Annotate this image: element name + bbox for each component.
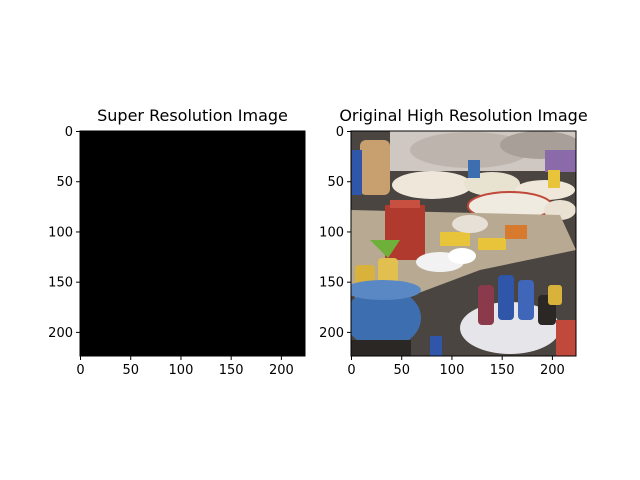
x-tick-label: 0 [347,363,355,378]
y-tick-label: 200 [319,326,344,341]
x-tick-label: 50 [122,363,139,378]
super-resolution-panel: Super Resolution Image 0 50 100 150 200 0 50 1… [48,106,306,378]
original-high-resolution-panel: Original High Resolution Image [319,106,588,378]
x-tick-label: 200 [540,363,565,378]
axes-frame [79,130,306,357]
x-axis-ticks: 0 50 100 150 200 [76,356,294,378]
y-tick-label: 150 [48,276,73,291]
y-tick-label: 200 [48,326,73,341]
x-tick-label: 50 [393,363,410,378]
x-tick-label: 150 [490,363,515,378]
axes-frame [350,130,577,357]
market-photo [351,131,576,356]
y-tick-label: 50 [56,175,73,190]
y-axis-ticks: 0 50 100 150 200 [319,125,351,341]
y-tick-label: 100 [48,225,73,240]
panel-title: Original High Resolution Image [339,106,587,125]
super-resolution-image [80,131,305,356]
x-axis-ticks: 0 50 100 150 200 [347,356,565,378]
x-tick-label: 150 [219,363,244,378]
x-tick-label: 0 [76,363,84,378]
y-tick-label: 150 [319,276,344,291]
x-tick-label: 100 [440,363,465,378]
y-axis-ticks: 0 50 100 150 200 [48,125,80,341]
x-tick-label: 200 [269,363,294,378]
y-tick-label: 100 [319,225,344,240]
panel-title: Super Resolution Image [97,106,288,125]
y-tick-label: 0 [336,125,344,140]
y-tick-label: 0 [65,125,73,140]
y-tick-label: 50 [327,175,344,190]
x-tick-label: 100 [169,363,194,378]
